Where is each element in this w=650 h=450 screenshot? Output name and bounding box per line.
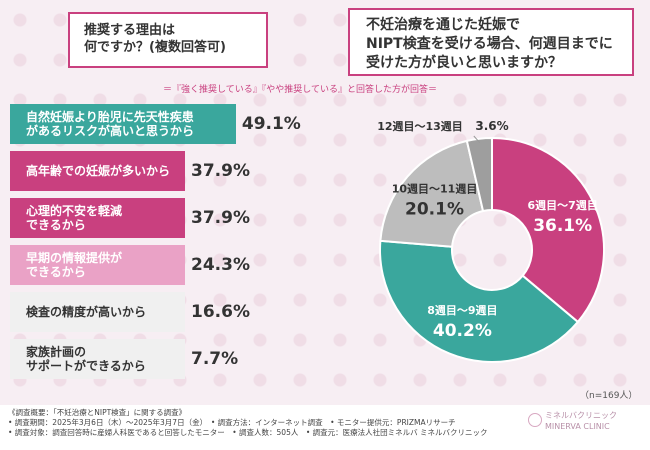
footer-line: 《調査概要：「不妊治療とNIPT検査」に関する調査》: [8, 408, 187, 417]
pie-value-label: 20.1%: [405, 199, 464, 219]
pie-slice: [491, 136, 605, 324]
bar: [10, 151, 185, 191]
pie-value-label: 3.6%: [475, 119, 508, 133]
sample-size-label: （n=169人）: [580, 391, 638, 401]
bar-value-label: 16.6%: [191, 302, 250, 322]
bar-row: 早期の情報提供が できるから 24.3%: [10, 245, 310, 285]
pie-chart: 6週目〜7週目 36.1% 8週目〜9週目 40.2% 10週目〜11週目 20.1% 12…: [377, 119, 605, 363]
clinic-logo-icon: [528, 413, 542, 427]
bar-value-label: 37.9%: [191, 208, 250, 228]
pie-leader-line: [473, 135, 481, 144]
clinic-logo-sub: MINERVA CLINIC: [545, 422, 610, 431]
bar-category-label: 自然妊娠より胎児に先天性疾患 があるリスクが高いと思うから: [26, 110, 195, 138]
pie-value-label: 36.1%: [533, 216, 592, 236]
clinic-logo: ミネルバクリニック MINERVA CLINIC: [545, 410, 617, 432]
pie-slice: [379, 239, 580, 363]
respondent-note: ＝『強く推奨している』『やや推奨している』と回答した方が回答＝: [163, 85, 437, 95]
footer-line: • 調査期間：2025年3月6日（木）〜2025年3月7日（金） • 調査方法：…: [8, 418, 456, 427]
bar-row: 家族計画の サポートができるから 7.7%: [10, 339, 310, 379]
footer-line: • 調査対象：調査回答時に産婦人科医であると回答したモニター • 調査人数：50…: [8, 428, 488, 437]
question-right-text: 不妊治療を通じた妊娠で NIPT検査を受ける場合、何週目までに 受けた方が良いと…: [366, 17, 613, 71]
bar-category-label: 検査の精度が高いから: [26, 305, 147, 319]
pie-category-label: 10週目〜11週目: [392, 181, 478, 195]
pie-category-label: 8週目〜9週目: [427, 303, 497, 317]
bar: [10, 292, 185, 332]
question-left-text: 推奨する理由は 何ですか？(複数回答可): [84, 23, 226, 55]
pie-category-label: 6週目〜7週目: [528, 198, 598, 212]
bar: [10, 104, 236, 144]
bar: [10, 339, 185, 379]
bar: [10, 245, 185, 285]
bar-row: 検査の精度が高いから 16.6%: [10, 292, 310, 332]
bar-category-label: 家族計画の サポートができるから: [26, 345, 146, 373]
bar-row: 自然妊娠より胎児に先天性疾患 があるリスクが高いと思うから 49.1%: [10, 104, 310, 144]
pie-category-label: 12週目〜13週目: [377, 119, 463, 133]
bar-value-label: 7.7%: [191, 349, 239, 369]
bar-value-label: 37.9%: [191, 161, 250, 181]
pie-slice: [465, 136, 493, 213]
survey-footer: 《調査概要：「不妊治療とNIPT検査」に関する調査》 • 調査期間：2025年3…: [0, 405, 650, 450]
bar-value-label: 24.3%: [191, 255, 250, 275]
bar-category-label: 高年齢での妊娠が多いから: [26, 164, 171, 178]
bar-category-label: 心理的不安を軽減 できるから: [26, 204, 123, 232]
question-box-left: 推奨する理由は 何ですか？(複数回答可): [68, 12, 268, 68]
pie-value-label: 40.2%: [433, 321, 492, 341]
bar-category-label: 早期の情報提供が できるから: [26, 251, 123, 279]
pie-slice: [379, 139, 485, 248]
clinic-logo-text: ミネルバクリニック: [545, 411, 617, 420]
bar-row: 心理的不安を軽減 できるから 37.9%: [10, 198, 310, 238]
bar: [10, 198, 185, 238]
question-box-right: 不妊治療を通じた妊娠で NIPT検査を受ける場合、何週目までに 受けた方が良いと…: [348, 8, 634, 76]
bar-row: 高年齢での妊娠が多いから 37.9%: [10, 151, 310, 191]
bar-value-label: 49.1%: [241, 114, 301, 134]
